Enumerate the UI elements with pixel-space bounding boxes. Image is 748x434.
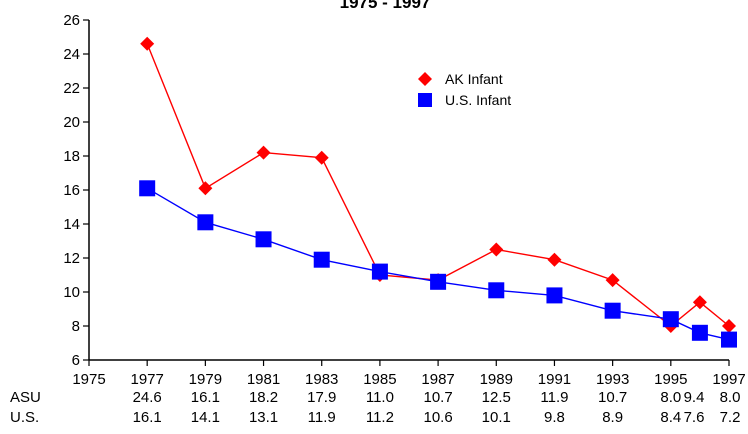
table-cell: 10.7 xyxy=(423,389,452,406)
x-tick-label: 1991 xyxy=(538,371,571,388)
data-table: ASU 24.6 16.1 18.2 17.9 11.0 10.7 12.5 11.9 10.7 8… xyxy=(10,389,740,426)
table-cell: 12.5 xyxy=(482,389,511,406)
x-tick-label: 1987 xyxy=(421,371,454,388)
table-cell: 9.8 xyxy=(544,409,565,426)
data-point-ak xyxy=(140,36,155,51)
x-tick-label: 1985 xyxy=(363,371,396,388)
table-cell: 10.7 xyxy=(598,389,627,406)
table-cell: 11.0 xyxy=(366,389,394,406)
legend-label: U.S. Infant xyxy=(445,92,511,108)
table-cell: 9.4 xyxy=(684,389,705,406)
data-point-ak xyxy=(489,242,504,257)
data-point-ak xyxy=(692,295,707,310)
y-tick-label: 18 xyxy=(63,148,80,165)
x-tick-label: 1989 xyxy=(480,371,513,388)
chart-title: 1975 - 1997 xyxy=(340,0,431,12)
y-tick-label: 8 xyxy=(72,318,80,335)
table-row-label: ASU xyxy=(10,389,41,406)
table-cell: 8.0 xyxy=(720,389,741,406)
data-point-us xyxy=(371,263,388,280)
x-tick-label: 1993 xyxy=(596,371,629,388)
data-point-ak xyxy=(547,252,562,267)
table-row-label: U.S. xyxy=(10,409,39,426)
y-tick-label: 26 xyxy=(63,12,80,29)
y-tick-label: 14 xyxy=(63,216,80,233)
legend-marker-us xyxy=(418,93,432,107)
table-cell: 16.1 xyxy=(133,409,162,426)
legend-marker-ak xyxy=(418,72,432,86)
data-point-ak xyxy=(256,145,271,160)
data-point-us xyxy=(488,282,505,299)
data-point-us xyxy=(604,302,621,319)
table-cell: 10.1 xyxy=(482,409,511,426)
data-point-us xyxy=(197,214,214,231)
x-tick-label: 1997 xyxy=(712,371,745,388)
data-point-ak xyxy=(722,319,736,333)
y-tick-label: 24 xyxy=(63,46,80,63)
axes: 6 8 10 12 14 16 18 20 22 24 26 1975 1977 1979 1981 1983… xyxy=(63,12,745,388)
table-cell: 11.9 xyxy=(308,409,336,426)
series-line-2 xyxy=(146,187,730,341)
table-cell: 16.1 xyxy=(191,389,220,406)
table-cell: 8.9 xyxy=(602,409,623,426)
data-point-ak xyxy=(198,181,213,196)
y-tick-label: 16 xyxy=(63,182,80,199)
y-tick-label: 22 xyxy=(63,80,80,97)
series-layer xyxy=(139,36,737,348)
table-cell: 8.0 xyxy=(660,389,681,406)
table-cell: 11.9 xyxy=(540,389,568,406)
data-point-us xyxy=(313,251,330,268)
table-cell: 7.6 xyxy=(684,409,705,426)
y-tick-label: 6 xyxy=(72,352,80,369)
x-tick-label: 1995 xyxy=(654,371,687,388)
data-point-us xyxy=(691,324,708,341)
table-cell: 18.2 xyxy=(249,389,278,406)
table-cell: 13.1 xyxy=(249,409,278,426)
data-point-ak xyxy=(605,273,620,288)
data-point-us xyxy=(255,231,272,248)
legend-label: AK Infant xyxy=(445,71,503,87)
y-tick-label: 12 xyxy=(63,250,80,267)
y-tick-label: 10 xyxy=(63,284,80,301)
data-point-us xyxy=(430,273,447,290)
data-point-us xyxy=(139,180,156,197)
legend: AK Infant U.S. Infant xyxy=(418,71,511,108)
table-cell: 10.6 xyxy=(423,409,452,426)
data-point-us xyxy=(662,311,679,328)
data-point-ak xyxy=(314,150,329,165)
table-cell: 8.4 xyxy=(660,409,681,426)
table-cell: 14.1 xyxy=(191,409,220,426)
x-tick-label: 1979 xyxy=(189,371,222,388)
table-cell: 7.2 xyxy=(720,409,741,426)
table-cell: 11.2 xyxy=(366,409,394,426)
data-point-us xyxy=(721,331,737,348)
x-tick-label: 1983 xyxy=(305,371,338,388)
x-tick-label: 1981 xyxy=(247,371,280,388)
table-cell: 17.9 xyxy=(307,389,336,406)
table-cell: 24.6 xyxy=(133,389,162,406)
x-tick-label: 1975 xyxy=(72,371,105,388)
x-tick-label: 1977 xyxy=(130,371,163,388)
y-tick-label: 20 xyxy=(63,114,80,131)
data-point-us xyxy=(546,287,563,304)
